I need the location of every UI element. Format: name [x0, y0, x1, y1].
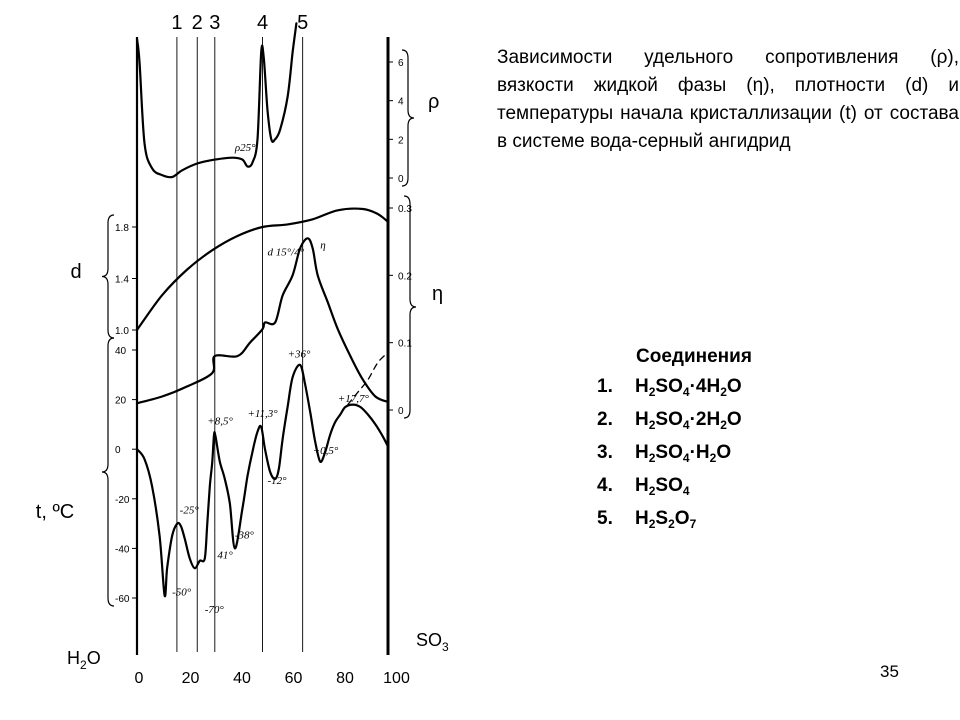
x-tick-label: 20	[182, 670, 200, 687]
compound-item: 2. H2SO4·2H2O	[597, 409, 742, 442]
chart-description: Зависимости удельного сопротивления (ρ),…	[497, 47, 959, 152]
rho-axis-brace	[401, 49, 415, 187]
compound-formula: H2SO4·H2O	[635, 442, 732, 465]
chart-annotation: +17,7°	[338, 393, 370, 405]
series-line-t	[347, 351, 389, 406]
compound-formula: H2SO4·4H2O	[635, 376, 742, 399]
chart-annotation: -70°	[205, 604, 225, 616]
series-line-rho	[135, 22, 298, 179]
chart-annotation: +36°	[288, 348, 311, 360]
rho-tick-label: 6	[398, 58, 404, 69]
eta-axis-brace	[403, 195, 417, 419]
eta-tick-label: 0.1	[398, 339, 412, 350]
eta-tick-label: 0.3	[398, 204, 412, 215]
t-tick-label: -40	[115, 544, 130, 555]
chart-annotation: 41°	[217, 549, 233, 561]
x-axis-right-label: SO3	[416, 630, 449, 654]
rho-tick-label: 0	[398, 174, 404, 185]
eta-tick-label: 0	[398, 406, 404, 417]
compound-line-label: 5	[297, 12, 308, 34]
x-tick-label: 80	[336, 670, 354, 687]
compound-formula: H2SO4·2H2O	[635, 409, 742, 432]
chart-annotation: -38°	[235, 529, 255, 541]
x-tick-label: 0	[135, 670, 144, 687]
compound-item: 5. H2S2O7	[597, 508, 742, 541]
d-axis-brace	[101, 214, 115, 339]
compound-line-label: 1	[171, 12, 182, 34]
d-tick-label: 1.4	[115, 275, 129, 286]
compound-item: 1. H2SO4·4H2O	[597, 376, 742, 409]
chart-annotation: +0,5°	[313, 445, 339, 457]
eta-axis-label: η	[432, 283, 443, 305]
d-tick-label: 1.8	[115, 223, 129, 234]
eta-tick-label: 0.2	[398, 271, 412, 282]
chart-annotation: η	[320, 239, 325, 251]
chart-annotation: +8,5°	[207, 415, 233, 427]
x-tick-label: 60	[285, 670, 303, 687]
compound-item: 4. H2SO4	[597, 475, 742, 508]
t-tick-label: 20	[115, 396, 127, 407]
t-tick-label: 40	[115, 346, 127, 357]
chart-annotation: +11,3°	[247, 408, 278, 420]
compounds-list: 1. H2SO4·4H2O 2. H2SO4·2H2O 3. H2SO4·H2O 4.…	[597, 376, 742, 541]
t-axis-label: t, ºC	[36, 501, 74, 523]
chart-annotation: -50°	[172, 587, 192, 599]
chart-annotation: -12°	[268, 475, 288, 487]
x-tick-label: 40	[233, 670, 251, 687]
d-axis-label: d	[70, 261, 81, 283]
t-axis-brace	[101, 337, 115, 607]
page-number: 35	[880, 662, 899, 681]
x-axis-left-label: H2O	[67, 648, 101, 672]
series-line-eta	[135, 237, 390, 405]
t-tick-label: -60	[115, 594, 130, 605]
compound-item: 3. H2SO4·H2O	[597, 442, 742, 475]
d-tick-label: 1.0	[115, 326, 129, 337]
compound-formula: H2SO4	[635, 475, 690, 498]
compounds-heading: Соединения	[636, 346, 752, 367]
rho-tick-label: 2	[398, 135, 404, 146]
chart-annotation: -25°	[180, 505, 200, 517]
rho-axis-label: ρ	[428, 91, 439, 113]
chart-annotation: d 15°/4°	[268, 246, 305, 258]
compound-line-label: 3	[209, 12, 220, 34]
compound-formula: H2S2O7	[635, 508, 697, 531]
t-tick-label: 0	[115, 445, 121, 456]
chart-annotation: ρ25°	[234, 142, 256, 154]
rho-tick-label: 4	[398, 97, 404, 108]
compound-line-label: 2	[192, 12, 203, 34]
series-line-d	[135, 207, 390, 332]
x-tick-label: 100	[383, 670, 410, 687]
t-tick-label: -20	[115, 495, 130, 506]
series-line-t	[135, 363, 390, 598]
compound-line-label: 4	[257, 12, 268, 34]
